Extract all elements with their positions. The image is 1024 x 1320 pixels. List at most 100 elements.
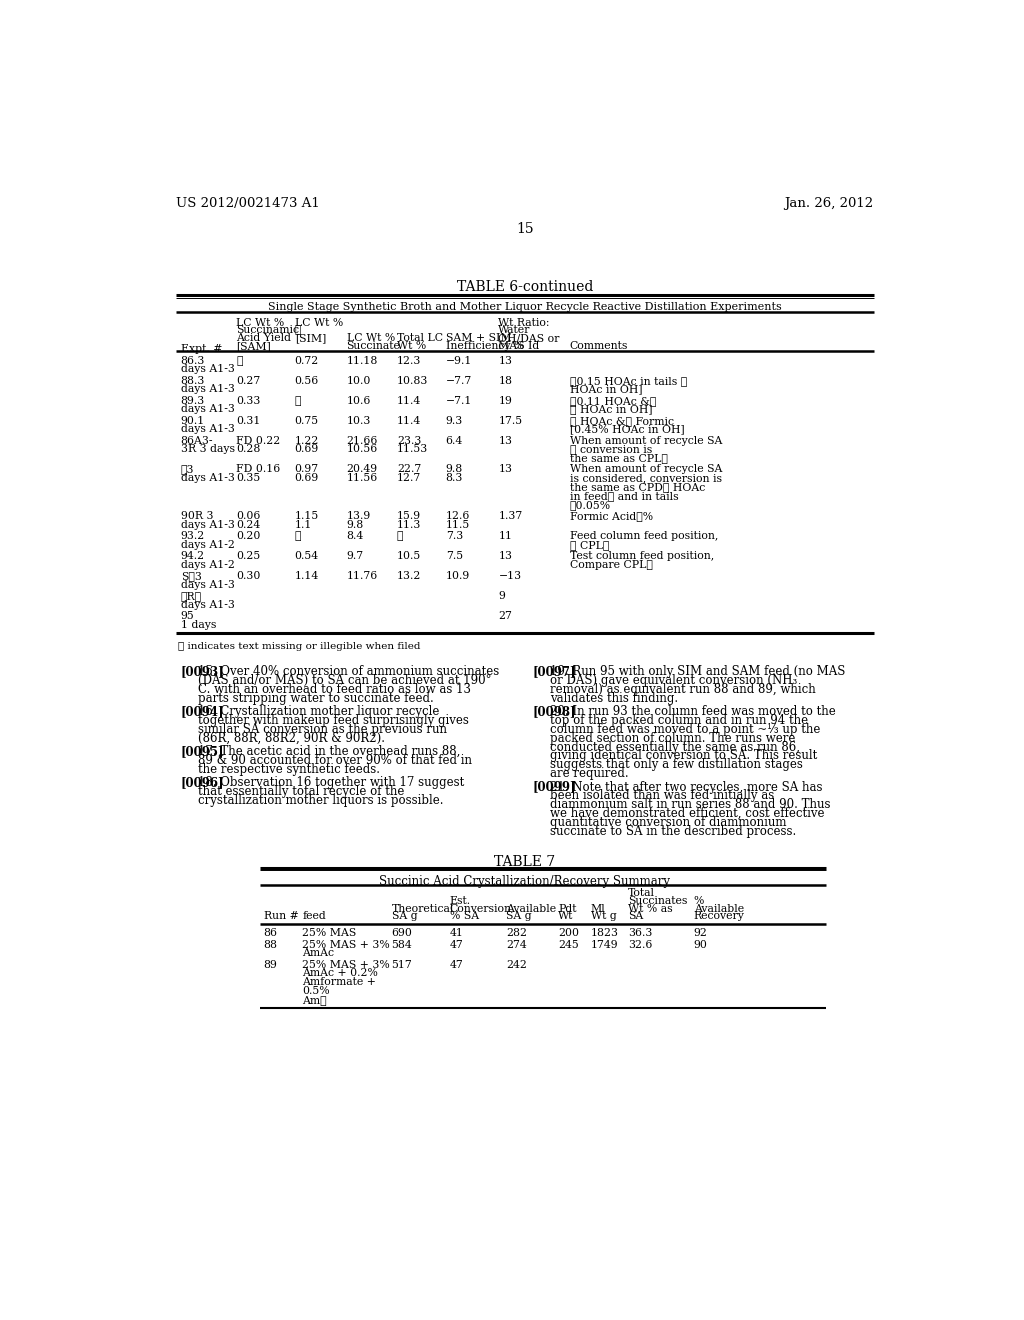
Text: 13.2: 13.2 xyxy=(397,572,421,581)
Text: 15. Over 40% conversion of ammonium succinates: 15. Over 40% conversion of ammonium succ… xyxy=(198,665,499,678)
Text: 9.8: 9.8 xyxy=(445,465,463,474)
Text: 9.7: 9.7 xyxy=(346,552,364,561)
Text: 274: 274 xyxy=(506,940,527,949)
Text: When amount of recycle SA: When amount of recycle SA xyxy=(569,465,722,474)
Text: 47: 47 xyxy=(450,960,464,970)
Text: Pdt: Pdt xyxy=(558,904,577,913)
Text: 12.3: 12.3 xyxy=(397,355,421,366)
Text: 25% MAS + 3%: 25% MAS + 3% xyxy=(302,940,390,949)
Text: 17. The acetic acid in the overhead runs 88,: 17. The acetic acid in the overhead runs… xyxy=(198,744,460,758)
Text: Formic Acidⓙ%: Formic Acidⓙ% xyxy=(569,511,653,521)
Text: 13: 13 xyxy=(499,436,512,446)
Text: [0097]: [0097] xyxy=(532,665,577,678)
Text: ⓙ: ⓙ xyxy=(295,396,301,405)
Text: 93.2: 93.2 xyxy=(180,531,205,541)
Text: 41: 41 xyxy=(450,928,464,939)
Text: ⓙ HOAc in OH]: ⓙ HOAc in OH] xyxy=(569,404,652,414)
Text: 21.66: 21.66 xyxy=(346,436,378,446)
Text: 0.97: 0.97 xyxy=(295,465,318,474)
Text: 36.3: 36.3 xyxy=(628,928,652,939)
Text: 1.22: 1.22 xyxy=(295,436,319,446)
Text: SA g: SA g xyxy=(506,911,531,921)
Text: 690: 690 xyxy=(391,928,413,939)
Text: 11.4: 11.4 xyxy=(397,396,421,405)
Text: Inefficiency %: Inefficiency % xyxy=(445,341,524,351)
Text: Comments: Comments xyxy=(569,341,628,351)
Text: (DAS and/or MAS) to SA can be achieved at 190°: (DAS and/or MAS) to SA can be achieved a… xyxy=(198,675,492,686)
Text: 9: 9 xyxy=(499,591,505,601)
Text: days A1-3: days A1-3 xyxy=(180,425,234,434)
Text: 242: 242 xyxy=(506,960,527,970)
Text: validates this finding.: validates this finding. xyxy=(550,692,678,705)
Text: 10.5: 10.5 xyxy=(397,552,421,561)
Text: days A1-3: days A1-3 xyxy=(180,601,234,610)
Text: 13: 13 xyxy=(499,465,512,474)
Text: Test column feed position,: Test column feed position, xyxy=(569,552,714,561)
Text: 25% MAS + 3%: 25% MAS + 3% xyxy=(302,960,390,970)
Text: Theoretical: Theoretical xyxy=(391,904,454,913)
Text: 245: 245 xyxy=(558,940,579,949)
Text: FD 0.16: FD 0.16 xyxy=(237,465,281,474)
Text: days A1-3: days A1-3 xyxy=(180,384,234,395)
Text: 89.3: 89.3 xyxy=(180,396,205,405)
Text: days A1-3: days A1-3 xyxy=(180,404,234,414)
Text: 10.6: 10.6 xyxy=(346,396,371,405)
Text: 12.7: 12.7 xyxy=(397,474,421,483)
Text: 86A3-: 86A3- xyxy=(180,436,213,446)
Text: ⓙ HOAc &ⓙ Formic: ⓙ HOAc &ⓙ Formic xyxy=(569,416,674,425)
Text: %: % xyxy=(693,896,705,906)
Text: 0.30: 0.30 xyxy=(237,572,261,581)
Text: feed: feed xyxy=(302,911,326,921)
Text: days A1-3: days A1-3 xyxy=(180,520,234,529)
Text: giving identical conversion to SA. This result: giving identical conversion to SA. This … xyxy=(550,750,817,763)
Text: 20. In run 93 the column feed was moved to the: 20. In run 93 the column feed was moved … xyxy=(550,705,836,718)
Text: Total: Total xyxy=(628,888,655,899)
Text: 15: 15 xyxy=(516,222,534,235)
Text: Acid Yield: Acid Yield xyxy=(237,333,292,343)
Text: 11.76: 11.76 xyxy=(346,572,378,581)
Text: column feed was moved to a point ~⅓ up the: column feed was moved to a point ~⅓ up t… xyxy=(550,723,820,735)
Text: 23.3: 23.3 xyxy=(397,436,421,446)
Text: 27: 27 xyxy=(499,611,512,622)
Text: 10.56: 10.56 xyxy=(346,445,378,454)
Text: similar SA conversion as the previous run: similar SA conversion as the previous ru… xyxy=(198,723,446,735)
Text: ⓙ conversion is: ⓙ conversion is xyxy=(569,445,652,454)
Text: that essentially total recycle of the: that essentially total recycle of the xyxy=(198,785,404,799)
Text: 11.56: 11.56 xyxy=(346,474,378,483)
Text: SA: SA xyxy=(628,911,643,921)
Text: packed section of column. The runs were: packed section of column. The runs were xyxy=(550,731,795,744)
Text: Wt %: Wt % xyxy=(397,341,426,351)
Text: 11: 11 xyxy=(499,531,512,541)
Text: LC Wt %: LC Wt % xyxy=(237,318,285,327)
Text: Total LC: Total LC xyxy=(397,333,443,343)
Text: 18: 18 xyxy=(499,376,512,385)
Text: HOAc in OH]: HOAc in OH] xyxy=(569,384,642,395)
Text: [0095]: [0095] xyxy=(180,744,224,758)
Text: 22.7: 22.7 xyxy=(397,465,421,474)
Text: the respective synthetic feeds.: the respective synthetic feeds. xyxy=(198,763,380,776)
Text: 584: 584 xyxy=(391,940,413,949)
Text: Recovery: Recovery xyxy=(693,911,744,921)
Text: ⓙ CPLⓙ: ⓙ CPLⓙ xyxy=(569,540,609,550)
Text: 88.3: 88.3 xyxy=(180,376,205,385)
Text: Single Stage Synthetic Broth and Mother Liquor Recycle Reactive Distillation Exp: Single Stage Synthetic Broth and Mother … xyxy=(268,302,781,313)
Text: Succinate: Succinate xyxy=(346,341,400,351)
Text: crystallization mother liquors is possible.: crystallization mother liquors is possib… xyxy=(198,795,443,807)
Text: LC Wt %: LC Wt % xyxy=(346,333,395,343)
Text: 90R 3: 90R 3 xyxy=(180,511,213,521)
Text: ⓙ0.15 HOAc in tails ⓙ: ⓙ0.15 HOAc in tails ⓙ xyxy=(569,376,687,385)
Text: 89: 89 xyxy=(263,960,278,970)
Text: 89 & 90 accounted for over 90% of that fed in: 89 & 90 accounted for over 90% of that f… xyxy=(198,754,472,767)
Text: the same as CPLⓙ: the same as CPLⓙ xyxy=(569,453,668,463)
Text: ⓙ indicates text missing or illegible when filed: ⓙ indicates text missing or illegible wh… xyxy=(178,642,421,651)
Text: 9.8: 9.8 xyxy=(346,520,364,529)
Text: 1.14: 1.14 xyxy=(295,572,318,581)
Text: −13: −13 xyxy=(499,572,521,581)
Text: 19: 19 xyxy=(499,396,512,405)
Text: TABLE 7: TABLE 7 xyxy=(495,855,555,870)
Text: we have demonstrated efficient, cost effective: we have demonstrated efficient, cost eff… xyxy=(550,807,824,820)
Text: SA g: SA g xyxy=(391,911,417,921)
Text: [0.45% HOAc in OH]: [0.45% HOAc in OH] xyxy=(569,425,684,434)
Text: 10.9: 10.9 xyxy=(445,572,470,581)
Text: Ml: Ml xyxy=(591,904,605,913)
